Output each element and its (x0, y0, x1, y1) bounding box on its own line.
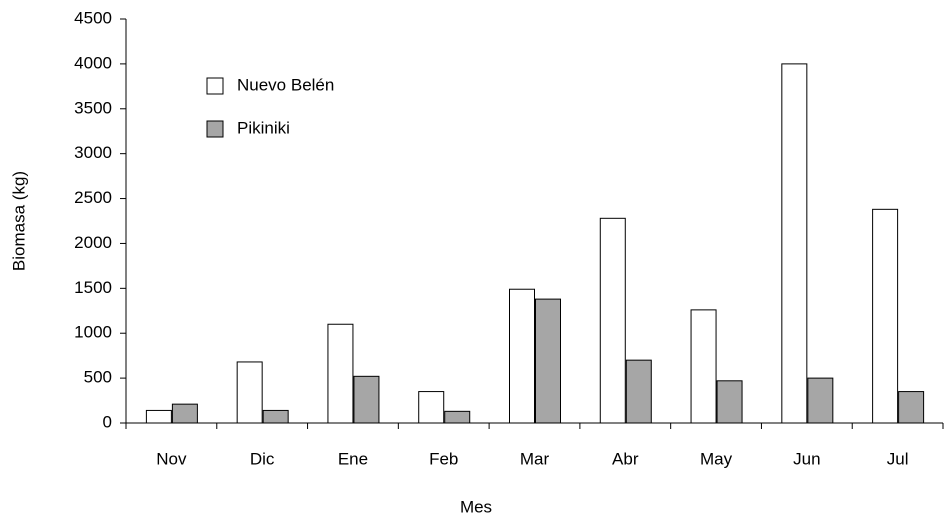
x-tick-label: Dic (250, 449, 275, 468)
legend-swatch (206, 77, 224, 95)
y-tick-label: 3000 (74, 143, 112, 162)
y-tick-label: 500 (84, 368, 112, 387)
legend-swatch (206, 120, 224, 138)
x-tick-label: Feb (429, 449, 458, 468)
y-tick-label: 0 (103, 412, 112, 431)
y-tick-label: 1500 (74, 278, 112, 297)
bar (898, 391, 925, 424)
bar (236, 361, 263, 424)
bar (781, 63, 808, 424)
legend-label: Nuevo Belén (237, 75, 334, 94)
x-axis-label: Mes (460, 497, 492, 516)
bar (690, 309, 717, 424)
x-tick-label: Jun (793, 449, 820, 468)
bar (327, 323, 354, 424)
bar (353, 375, 380, 424)
bar (145, 409, 172, 424)
x-tick-label: Ene (338, 449, 368, 468)
bar (262, 409, 289, 424)
bar (171, 403, 198, 424)
legend-label: Pikiniki (237, 118, 290, 137)
bar (444, 410, 471, 424)
y-tick-label: 2000 (74, 233, 112, 252)
y-tick-label: 1000 (74, 323, 112, 342)
bar (509, 288, 535, 424)
bar (535, 298, 561, 424)
x-tick-label: Mar (520, 449, 550, 468)
bar (807, 377, 834, 424)
y-tick-label: 2500 (74, 188, 112, 207)
x-tick-label: Nov (156, 449, 187, 468)
x-tick-label: May (700, 449, 733, 468)
bar (599, 217, 626, 424)
bar (418, 391, 445, 424)
y-tick-label: 4000 (74, 53, 112, 72)
y-tick-label: 4500 (74, 8, 112, 27)
bar (625, 359, 652, 424)
bar (872, 208, 899, 424)
y-axis-label: Biomasa (kg) (9, 171, 28, 271)
x-tick-label: Abr (612, 449, 639, 468)
y-tick-label: 3500 (74, 98, 112, 117)
x-tick-label: Jul (887, 449, 909, 468)
bar (716, 380, 743, 424)
